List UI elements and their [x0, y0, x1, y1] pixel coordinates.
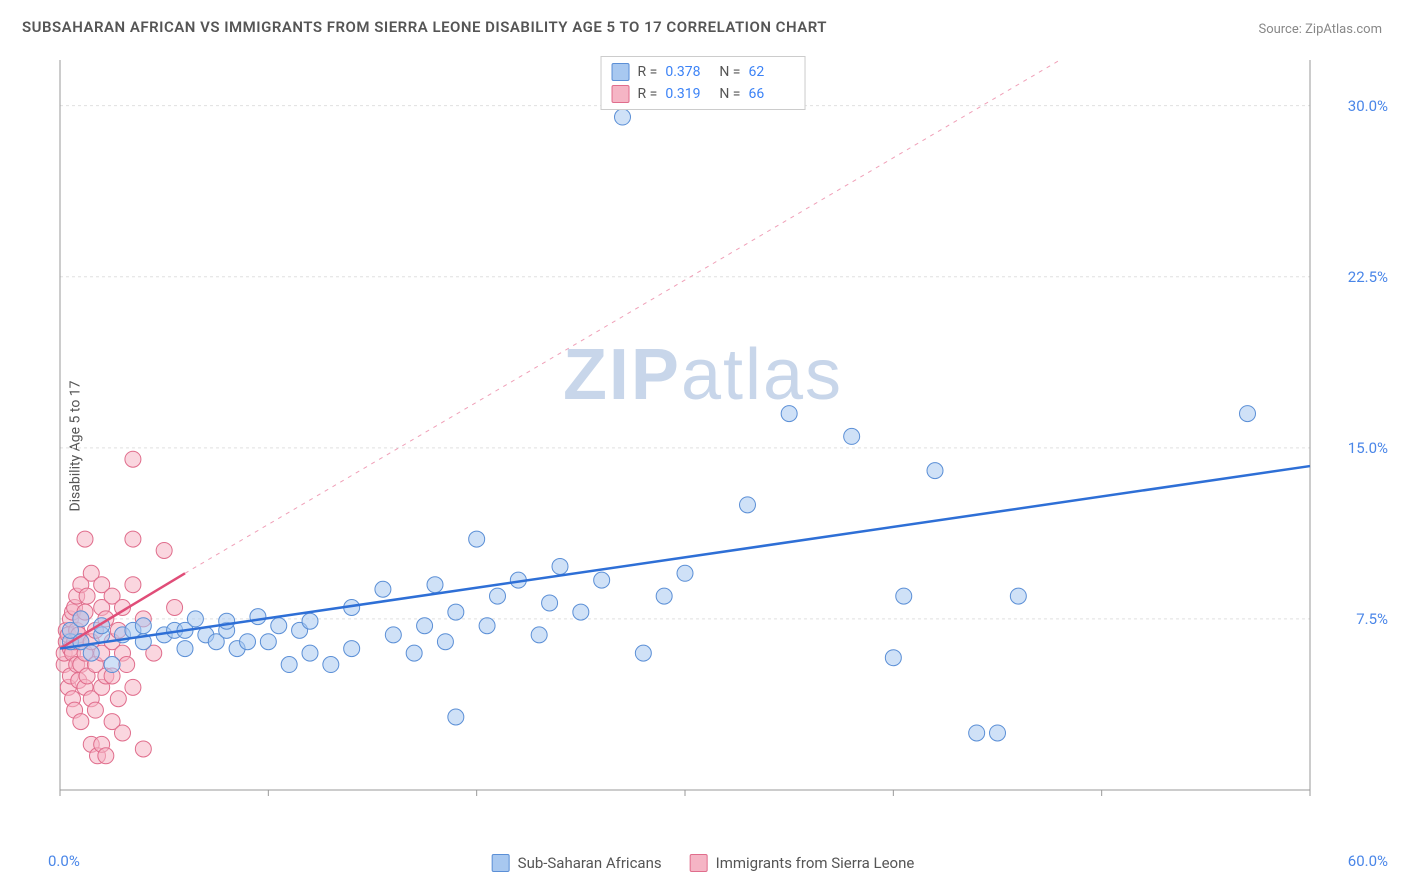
legend-label-1: Sub-Saharan Africans: [518, 854, 662, 872]
legend-label-2: Immigrants from Sierra Leone: [716, 854, 915, 872]
legend-swatch-2: [690, 854, 708, 872]
y-tick-label: 15.0%: [1348, 439, 1388, 457]
legend-row-series-2: R = 0.319 N = 66: [612, 83, 795, 105]
y-tick-label: 30.0%: [1348, 97, 1388, 115]
chart-source: Source: ZipAtlas.com: [1258, 22, 1382, 37]
y-tick-label: 22.5%: [1348, 268, 1388, 286]
legend-row-series-1: R = 0.378 N = 62: [612, 61, 795, 83]
swatch-series-2: [612, 85, 630, 103]
swatch-series-1: [612, 63, 630, 81]
y-tick-label: 7.5%: [1356, 610, 1388, 628]
legend-swatch-1: [492, 854, 510, 872]
chart-title: SUBSAHARAN AFRICAN VS IMMIGRANTS FROM SI…: [22, 18, 827, 36]
legend-item-1: Sub-Saharan Africans: [492, 854, 662, 872]
x-axis-max-label: 60.0%: [1348, 852, 1388, 870]
legend-item-2: Immigrants from Sierra Leone: [690, 854, 915, 872]
series-legend: Sub-Saharan Africans Immigrants from Sie…: [492, 854, 915, 872]
x-axis-min-label: 0.0%: [48, 852, 80, 870]
correlation-legend: R = 0.378 N = 62 R = 0.319 N = 66: [601, 56, 806, 110]
plot-area: [50, 50, 1380, 830]
correlation-chart: SUBSAHARAN AFRICAN VS IMMIGRANTS FROM SI…: [0, 0, 1406, 892]
